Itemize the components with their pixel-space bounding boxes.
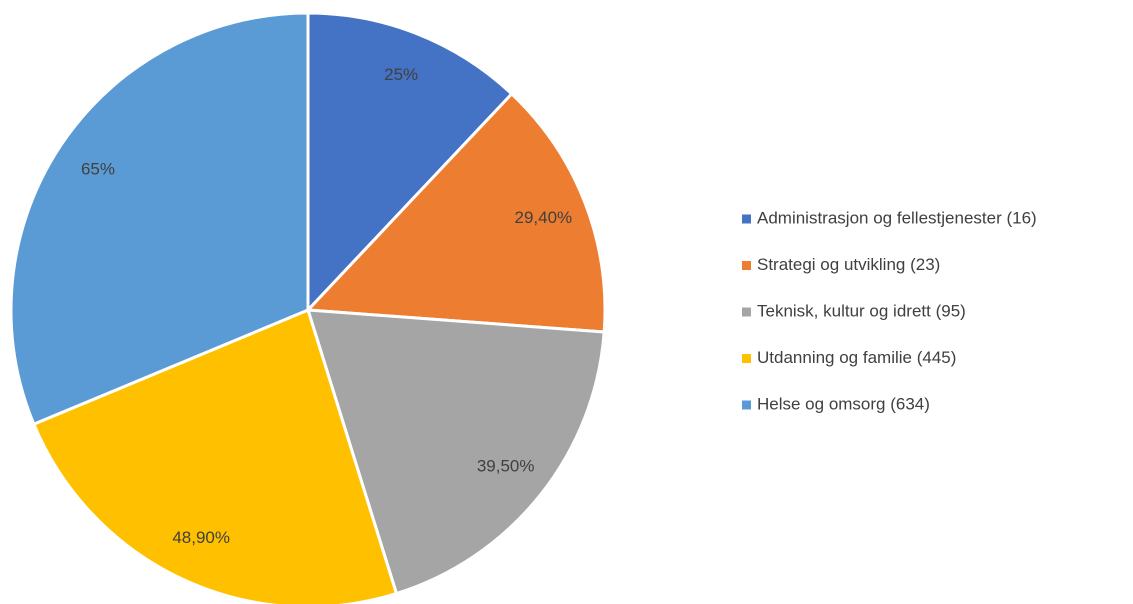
data-label: 25%	[384, 65, 418, 84]
pie-slice	[304, 91, 607, 334]
legend-swatch	[742, 354, 751, 363]
legend-swatch	[742, 261, 751, 270]
legend-label: Teknisk, kultur og idrett (95)	[757, 301, 966, 320]
data-label: 48,90%	[172, 528, 230, 547]
legend-label: Utdanning og familie (445)	[757, 348, 956, 367]
legend-label: Administrasjon og fellestjenester (16)	[757, 208, 1037, 227]
legend-swatch	[742, 307, 751, 317]
pie-slice	[306, 11, 514, 314]
pie-slice	[31, 307, 399, 604]
legend-swatch	[742, 400, 751, 410]
legend-swatch	[742, 214, 751, 224]
data-label: 39,50%	[477, 457, 535, 476]
pie-slice	[9, 11, 310, 427]
data-label: 65%	[81, 159, 115, 178]
legend-label: Helse og omsorg (634)	[757, 394, 930, 413]
data-label: 29,40%	[514, 208, 572, 227]
pie-slice	[305, 308, 606, 596]
legend-label: Strategi og utvikling (23)	[757, 255, 940, 274]
